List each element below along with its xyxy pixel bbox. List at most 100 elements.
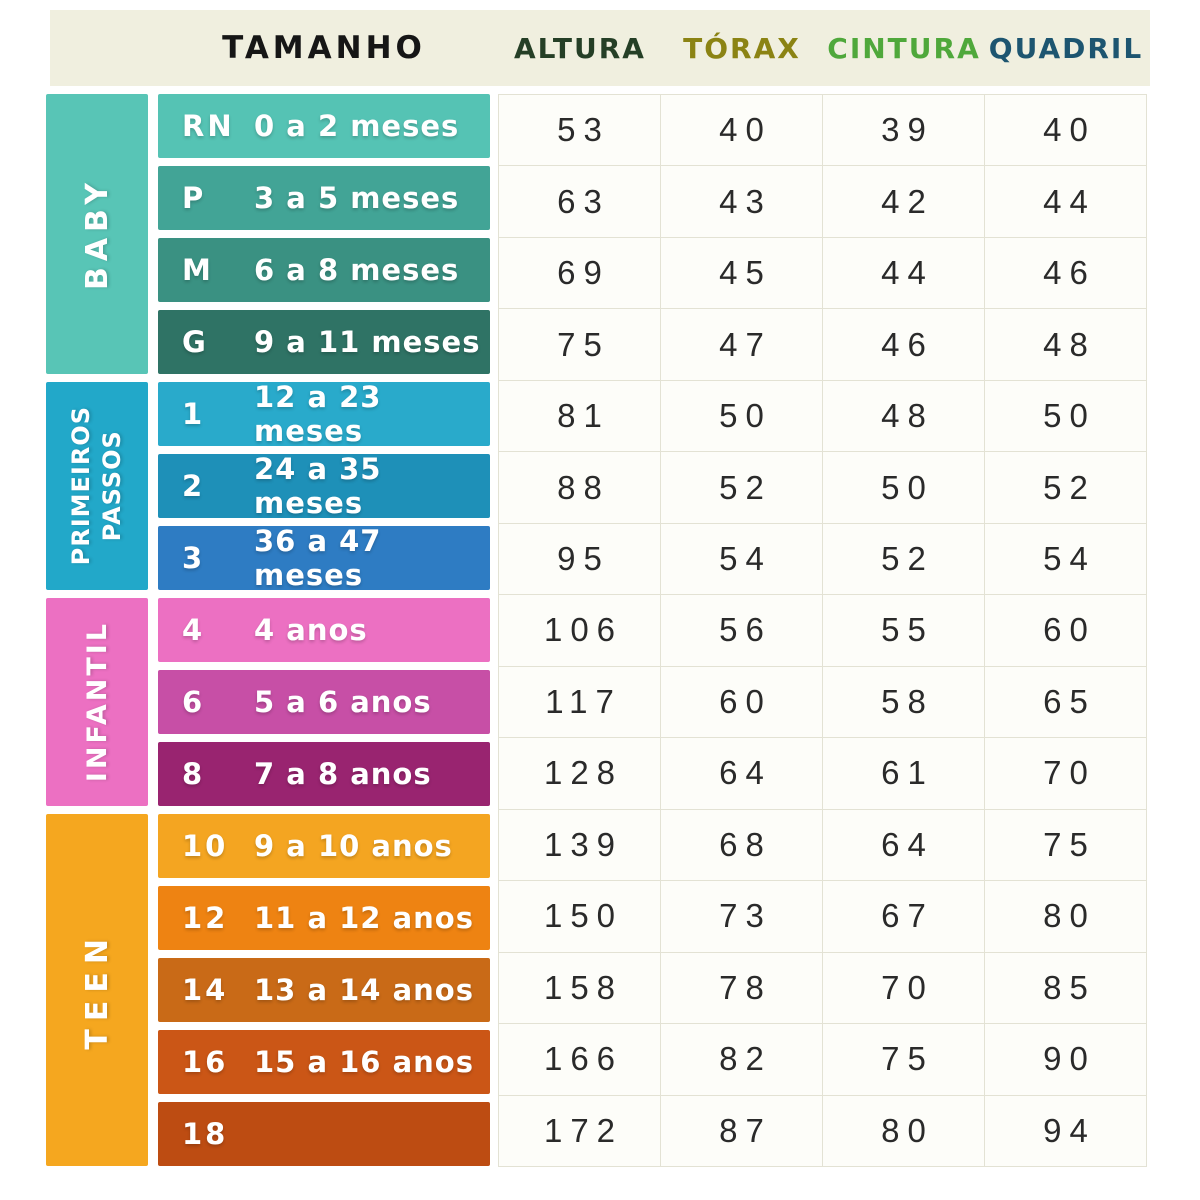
size-code: 10 [182, 829, 229, 863]
table-header: TAMANHO ALTURA TÓRAX CINTURA QUADRIL [50, 10, 1150, 86]
age-range: 5 a 6 anos [254, 685, 432, 719]
cell-quadril: 44 [985, 166, 1147, 238]
age-range: 7 a 8 anos [254, 757, 432, 791]
cell-torax: 87 [661, 1095, 823, 1167]
cell-altura: 166 [499, 1024, 661, 1096]
cell-torax: 60 [661, 666, 823, 739]
cell-cintura: 80 [823, 1095, 985, 1167]
cell-cintura: 75 [823, 1024, 985, 1096]
cell-cintura: 46 [823, 309, 985, 381]
cell-altura: 95 [499, 523, 661, 596]
cell-torax: 40 [661, 95, 823, 167]
size-code: 3 [182, 541, 206, 575]
cell-torax: 47 [661, 309, 823, 381]
size-code: 18 [182, 1117, 229, 1151]
size-row-3: 3 36 a 47 meses [158, 524, 490, 592]
cell-torax: 52 [661, 452, 823, 524]
size-label-column: RN 0 a 2 meses P 3 a 5 meses M 6 a 8 mes… [158, 94, 490, 1167]
cell-cintura: 61 [823, 738, 985, 810]
size-code: 16 [182, 1045, 229, 1079]
size-row-12: 12 11 a 12 anos [158, 886, 490, 950]
size-code: 2 [182, 469, 206, 503]
age-range: 9 a 11 meses [254, 325, 481, 359]
category-baby: BABY [46, 94, 148, 374]
cell-torax: 68 [661, 809, 823, 882]
size-row-8: 8 7 a 8 anos [158, 742, 490, 806]
cell-altura: 139 [499, 809, 661, 882]
cell-cintura: 52 [823, 523, 985, 596]
cell-altura: 128 [499, 738, 661, 810]
cell-cintura: 50 [823, 452, 985, 524]
cell-quadril: 94 [985, 1095, 1147, 1167]
age-range: 0 a 2 meses [254, 109, 460, 143]
cell-altura: 75 [499, 309, 661, 381]
cell-altura: 53 [499, 95, 661, 167]
category-primeiros-passos: PRIMEIROS PASSOS [46, 382, 148, 590]
cell-cintura: 39 [823, 95, 985, 167]
cell-torax: 56 [661, 595, 823, 667]
age-range: 11 a 12 anos [254, 901, 474, 935]
cell-torax: 43 [661, 166, 823, 238]
cell-quadril: 90 [985, 1024, 1147, 1096]
size-code: RN [182, 109, 235, 143]
size-row-16: 16 15 a 16 anos [158, 1030, 490, 1094]
age-range: 24 a 35 meses [254, 452, 382, 520]
size-row-14: 14 13 a 14 anos [158, 958, 490, 1022]
size-row-m: M 6 a 8 meses [158, 238, 490, 302]
cell-quadril: 48 [985, 309, 1147, 381]
size-code: 8 [182, 757, 206, 791]
cell-cintura: 70 [823, 952, 985, 1025]
size-code: M [182, 253, 214, 287]
column-header-quadril: QUADRIL [988, 31, 1144, 65]
cell-cintura: 55 [823, 595, 985, 667]
cell-quadril: 50 [985, 380, 1147, 453]
column-header-tamanho: TAMANHO [222, 30, 426, 66]
cell-cintura: 44 [823, 237, 985, 310]
age-range: 3 a 5 meses [254, 181, 460, 215]
size-code: 4 [182, 613, 206, 647]
measurements-grid: 53 40 39 40 63 43 42 44 69 45 44 46 75 4… [498, 94, 1147, 1167]
cell-torax: 45 [661, 237, 823, 310]
cell-quadril: 65 [985, 666, 1147, 739]
table-body: BABY PRIMEIROS PASSOS INFANTIL TEEN RN 0… [46, 94, 1150, 1167]
size-chart-table: TAMANHO ALTURA TÓRAX CINTURA QUADRIL BAB… [46, 10, 1150, 1167]
size-row-p: P 3 a 5 meses [158, 166, 490, 230]
age-range: 4 anos [254, 613, 368, 647]
age-range: 36 a 47 meses [254, 524, 382, 592]
column-header-torax: TÓRAX [683, 31, 801, 65]
category-infantil-label: INFANTIL [81, 621, 113, 783]
age-range: 12 a 23 meses [254, 380, 382, 448]
category-teen-label: TEEN [79, 930, 115, 1050]
cell-quadril: 40 [985, 95, 1147, 167]
cell-altura: 106 [499, 595, 661, 667]
size-code: 12 [182, 901, 229, 935]
cell-cintura: 48 [823, 380, 985, 453]
age-range: 15 a 16 anos [254, 1045, 474, 1079]
size-row-2: 2 24 a 35 meses [158, 452, 490, 520]
cell-torax: 54 [661, 523, 823, 596]
size-code: 14 [182, 973, 229, 1007]
size-row-g: G 9 a 11 meses [158, 310, 490, 374]
cell-cintura: 42 [823, 166, 985, 238]
cell-torax: 50 [661, 380, 823, 453]
cell-quadril: 85 [985, 952, 1147, 1025]
cell-altura: 88 [499, 452, 661, 524]
size-code: 6 [182, 685, 206, 719]
category-column: BABY PRIMEIROS PASSOS INFANTIL TEEN [46, 94, 148, 1167]
cell-cintura: 58 [823, 666, 985, 739]
cell-quadril: 75 [985, 809, 1147, 882]
cell-altura: 81 [499, 380, 661, 453]
cell-altura: 63 [499, 166, 661, 238]
cell-quadril: 52 [985, 452, 1147, 524]
size-row-10: 10 9 a 10 anos [158, 814, 490, 878]
category-primeiros-passos-label: PRIMEIROS PASSOS [66, 406, 126, 566]
size-code: 1 [182, 397, 206, 431]
category-teen: TEEN [46, 814, 148, 1166]
column-header-cintura: CINTURA [827, 31, 981, 65]
cell-cintura: 67 [823, 881, 985, 953]
age-range: 6 a 8 meses [254, 253, 460, 287]
cell-altura: 117 [499, 666, 661, 739]
category-baby-label: BABY [79, 177, 115, 291]
column-header-altura: ALTURA [514, 31, 646, 65]
